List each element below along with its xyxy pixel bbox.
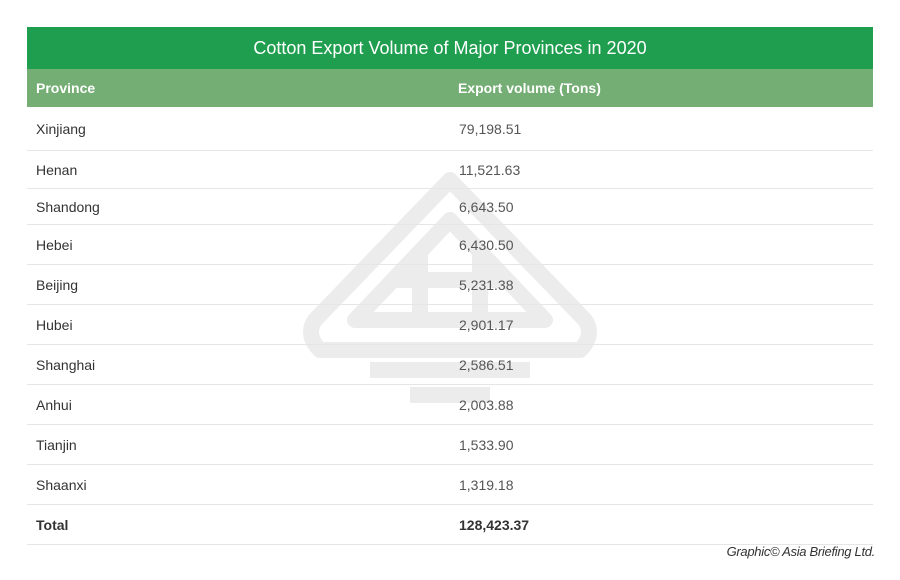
table-row: Hubei 2,901.17 xyxy=(27,305,873,345)
table-body: Xinjiang 79,198.51 Henan 11,521.63 Shandong 6… xyxy=(27,107,873,505)
export-volume-cell: 6,430.50 xyxy=(459,236,514,253)
export-volume-cell: 1,533.90 xyxy=(459,436,514,453)
table-row: Hebei 6,430.50 xyxy=(27,225,873,265)
table-row: Shaanxi 1,319.18 xyxy=(27,465,873,505)
table-row: Henan 11,521.63 xyxy=(27,151,873,189)
province-cell: Anhui xyxy=(36,396,72,413)
export-volume-cell: 2,586.51 xyxy=(459,356,514,373)
table-row: Tianjin 1,533.90 xyxy=(27,425,873,465)
province-cell: Shaanxi xyxy=(36,476,87,493)
table-title: Cotton Export Volume of Major Provinces … xyxy=(27,27,873,69)
province-cell: Hubei xyxy=(36,316,73,333)
province-cell: Shanghai xyxy=(36,356,96,373)
province-cell: Tianjin xyxy=(36,436,77,453)
table-row: Shanghai 2,586.51 xyxy=(27,345,873,385)
table-row: Beijing 5,231.38 xyxy=(27,265,873,305)
total-value: 128,423.37 xyxy=(459,516,530,533)
export-volume-cell: 2,003.88 xyxy=(459,396,514,413)
graphic-credit: Graphic© Asia Briefing Ltd. xyxy=(726,544,876,559)
column-header-export-volume: Export volume (Tons) xyxy=(458,80,601,96)
province-cell: Xinjiang xyxy=(36,120,86,137)
export-volume-cell: 1,319.18 xyxy=(459,476,514,493)
column-header-province: Province xyxy=(36,80,96,96)
export-volume-cell: 11,521.63 xyxy=(459,161,521,178)
table-row: Shandong 6,643.50 xyxy=(27,189,873,225)
export-volume-cell: 5,231.38 xyxy=(459,276,514,293)
total-label: Total xyxy=(36,516,69,533)
province-cell: Henan xyxy=(36,161,78,178)
export-volume-cell: 79,198.51 xyxy=(459,120,522,137)
total-row: Total 128,423.37 xyxy=(27,505,873,545)
export-volume-cell: 2,901.17 xyxy=(459,316,514,333)
province-cell: Hebei xyxy=(36,236,73,253)
export-volume-cell: 6,643.50 xyxy=(459,198,514,215)
export-table: Cotton Export Volume of Major Provinces … xyxy=(27,27,873,545)
table-row: Anhui 2,003.88 xyxy=(27,385,873,425)
table-row: Xinjiang 79,198.51 xyxy=(27,107,873,151)
table-header-row: Province Export volume (Tons) xyxy=(27,69,873,107)
province-cell: Beijing xyxy=(36,276,79,293)
province-cell: Shandong xyxy=(36,198,100,215)
